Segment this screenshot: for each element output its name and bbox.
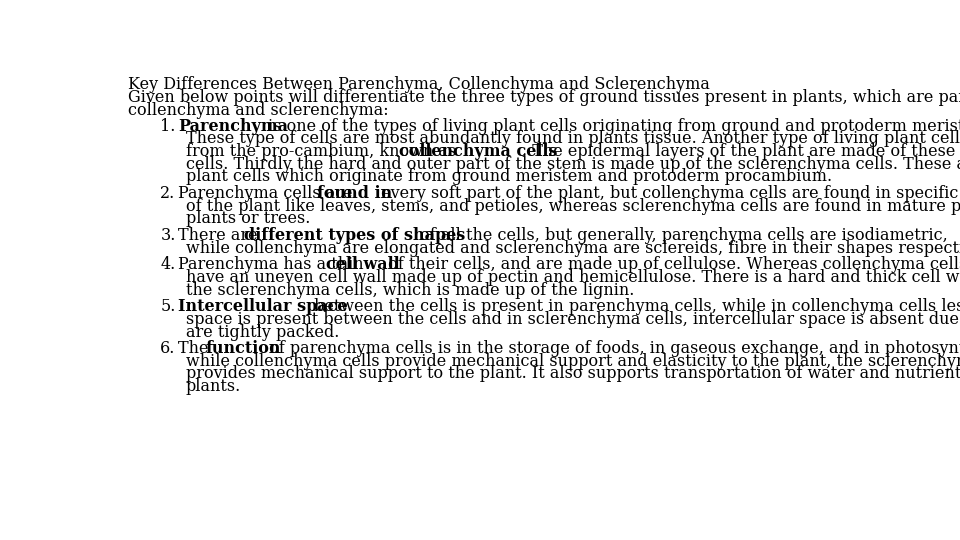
- Text: between the cells is present in parenchyma cells, while in collenchyma cells les: between the cells is present in parenchy…: [309, 298, 960, 315]
- Text: collenchyma and sclerenchyma:: collenchyma and sclerenchyma:: [128, 102, 389, 119]
- Text: . The epidermal layers of the plant are made of these: . The epidermal layers of the plant are …: [522, 143, 955, 160]
- Text: every soft part of the plant, but collenchyma cells are found in specific part: every soft part of the plant, but collen…: [375, 185, 960, 202]
- Text: Parenchyma cells are: Parenchyma cells are: [179, 185, 358, 202]
- Text: of all the cells, but generally, parenchyma cells are isodiametric,: of all the cells, but generally, parench…: [416, 227, 948, 244]
- Text: while collenchyma cells provide mechanical support and elasticity to the plant, : while collenchyma cells provide mechanic…: [186, 353, 960, 370]
- Text: Parenchyma has a thin: Parenchyma has a thin: [179, 256, 369, 273]
- Text: different types of shapes: different types of shapes: [244, 227, 465, 244]
- Text: 4.: 4.: [160, 256, 176, 273]
- Text: Key Differences Between Parenchyma, Collenchyma and Sclerenchyma: Key Differences Between Parenchyma, Coll…: [128, 76, 709, 93]
- Text: plants or trees.: plants or trees.: [186, 210, 310, 227]
- Text: plant cells which originate from ground meristem and protoderm procambium.: plant cells which originate from ground …: [186, 168, 832, 185]
- Text: Parenchyma: Parenchyma: [179, 118, 288, 134]
- Text: of the plant like leaves, stems, and petioles, whereas sclerenchyma cells are fo: of the plant like leaves, stems, and pet…: [186, 198, 960, 214]
- Text: found in: found in: [318, 185, 393, 202]
- Text: Given below points will differentiate the three types of ground tissues present : Given below points will differentiate th…: [128, 89, 960, 106]
- Text: provides mechanical support to the plant. It also supports transportation of wat: provides mechanical support to the plant…: [186, 366, 960, 382]
- Text: cell wall: cell wall: [326, 256, 399, 273]
- Text: These type of cells are most abundantly found in plants tissue. Another type of : These type of cells are most abundantly …: [186, 130, 960, 147]
- Text: collenchyma cells: collenchyma cells: [399, 143, 558, 160]
- Text: 1.: 1.: [160, 118, 176, 134]
- Text: cells. Thirdly the hard and outer part of the stem is made up of the sclerenchym: cells. Thirdly the hard and outer part o…: [186, 156, 960, 173]
- Text: Intercellular space: Intercellular space: [179, 298, 348, 315]
- Text: There are: There are: [179, 227, 263, 244]
- Text: are tightly packed.: are tightly packed.: [186, 323, 339, 341]
- Text: while collenchyma are elongated and sclerenchyma are sclereids, fibre in their s: while collenchyma are elongated and scle…: [186, 240, 960, 256]
- Text: have an uneven cell wall made up of pectin and hemicellulose. There is a hard an: have an uneven cell wall made up of pect…: [186, 269, 960, 286]
- Text: 5.: 5.: [160, 298, 176, 315]
- Text: space is present between the cells and in sclerenchyma cells, intercellular spac: space is present between the cells and i…: [186, 311, 960, 328]
- Text: plants.: plants.: [186, 378, 241, 395]
- Text: The: The: [179, 340, 214, 357]
- Text: the sclerenchyma cells, which is made up of the lignin.: the sclerenchyma cells, which is made up…: [186, 281, 635, 299]
- Text: of parenchyma cells is in the storage of foods, in gaseous exchange, and in phot: of parenchyma cells is in the storage of…: [264, 340, 960, 357]
- Text: function: function: [205, 340, 281, 357]
- Text: is one of the types of living plant cells originating from ground and protoderm : is one of the types of living plant cell…: [263, 118, 960, 134]
- Text: 3.: 3.: [160, 227, 176, 244]
- Text: 6.: 6.: [160, 340, 176, 357]
- Text: from the pro-cambium, known as: from the pro-cambium, known as: [186, 143, 461, 160]
- Text: 2.: 2.: [160, 185, 176, 202]
- Text: of their cells, and are made up of cellulose. Whereas collenchyma cells: of their cells, and are made up of cellu…: [383, 256, 960, 273]
